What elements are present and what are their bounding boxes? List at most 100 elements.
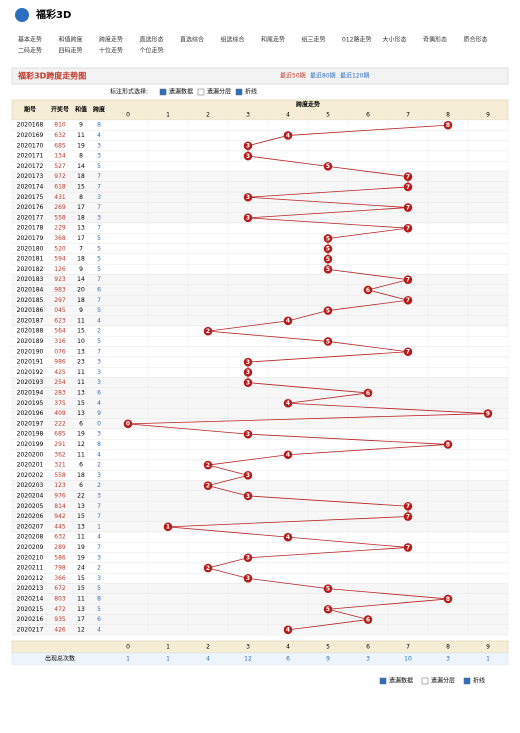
span-ball [363,615,373,624]
nav-link[interactable]: 和值跨度 [59,36,83,44]
span-ball [283,532,293,542]
option-label: 折线 [473,677,485,685]
span: 3 [97,492,101,499]
draw-number: 254 [54,379,66,386]
draw-number: 520 [54,245,66,252]
period: 2020207 [17,523,44,530]
checkbox[interactable] [235,88,243,96]
period: 2020180 [17,245,44,252]
digit-header: 2 [206,112,210,119]
period: 2020198 [17,431,44,438]
row-bg [11,624,509,636]
stat-label: 出现总次数 [45,655,75,663]
draw-number: 685 [54,431,66,438]
nav-link[interactable]: 二码走势 [18,47,42,55]
period: 2020206 [17,513,44,520]
nav-link[interactable]: 组选综合 [221,36,245,44]
span-ball [403,347,413,357]
span-ball-label: 5 [326,256,330,263]
checkbox[interactable] [463,677,471,685]
span: 8 [97,595,101,602]
period: 2020211 [17,565,44,572]
draw-number: 632 [54,534,66,541]
digit-footer: 6 [366,644,370,651]
draw-number: 425 [54,369,66,376]
draw-number: 366 [54,575,66,582]
range-link[interactable]: 最近80期 [310,72,336,80]
digit-header: 4 [286,112,290,119]
span-ball-label: 5 [326,163,330,170]
nav-link[interactable]: 质合形态 [464,36,488,44]
span-ball [443,120,453,130]
sum: 15 [77,585,85,592]
stat-row [11,652,509,666]
nav-link[interactable]: 组三走势 [302,36,326,44]
sum: 11 [77,595,85,602]
period: 2020197 [17,420,44,427]
span-ball-label: 5 [326,606,330,613]
nav-link[interactable]: 和尾走势 [261,36,285,44]
checkbox[interactable] [197,88,205,96]
period: 2020217 [17,626,44,633]
span-ball [403,543,413,552]
nav-link[interactable]: 四码走势 [59,47,83,55]
checkbox[interactable] [421,677,429,685]
span-ball [403,275,413,284]
stat-count: 3 [366,656,370,663]
nav-link[interactable]: 012路走势 [342,36,371,44]
nav-link[interactable]: 奇偶形态 [423,36,447,44]
draw-number: 632 [54,132,66,139]
range-link[interactable]: 最近120期 [340,72,369,80]
span-ball [363,285,373,295]
row-bg [11,202,509,213]
span: 4 [97,451,101,458]
span: 8 [97,441,101,448]
period: 2020183 [17,276,44,283]
span-ball-label: 9 [486,410,490,417]
checkbox[interactable] [379,677,387,685]
stat-count: 6 [286,656,290,663]
nav-link[interactable]: 直选综合 [180,36,204,44]
span: 5 [97,235,101,242]
digit-footer: 9 [486,644,490,651]
nav-link[interactable]: 基本走势 [18,36,42,44]
row-bg [11,377,509,389]
sum: 15 [77,400,85,407]
checkbox[interactable] [159,88,167,96]
span-ball-label: 8 [446,441,450,448]
span-ball [203,326,213,336]
draw-number: 527 [54,163,66,170]
nav-link[interactable]: 直选形态 [140,36,164,44]
span-ball [403,182,413,192]
row-bg [11,480,509,492]
span-ball-label: 0 [126,421,130,428]
row-bg [11,500,509,512]
period: 2020203 [17,482,44,489]
nav-link[interactable]: 十位走势 [99,47,123,55]
span: 7 [97,297,101,304]
span-ball [243,141,253,151]
draw-number: 321 [54,462,66,469]
range-link[interactable]: 最近50期 [280,72,306,80]
span: 5 [97,245,101,252]
row-bg [11,614,509,625]
span-ball-label: 6 [366,616,370,623]
sum: 13 [77,225,85,232]
digit-header: 6 [366,112,370,119]
sum: 11 [77,369,85,376]
period: 2020193 [17,379,44,386]
period: 2020169 [17,132,44,139]
nav-link[interactable]: 个位走势 [140,47,164,55]
row-bg [11,130,509,141]
span-ball [323,244,333,254]
span-ball-label: 2 [206,565,210,572]
sum: 17 [77,235,85,242]
row-bg [11,511,509,522]
span: 4 [97,626,101,633]
sum: 18 [77,214,85,221]
period: 2020184 [17,286,44,293]
sum: 14 [77,163,85,170]
nav-link[interactable]: 大小形态 [383,36,407,44]
nav-link[interactable]: 跨度走势 [99,36,123,44]
